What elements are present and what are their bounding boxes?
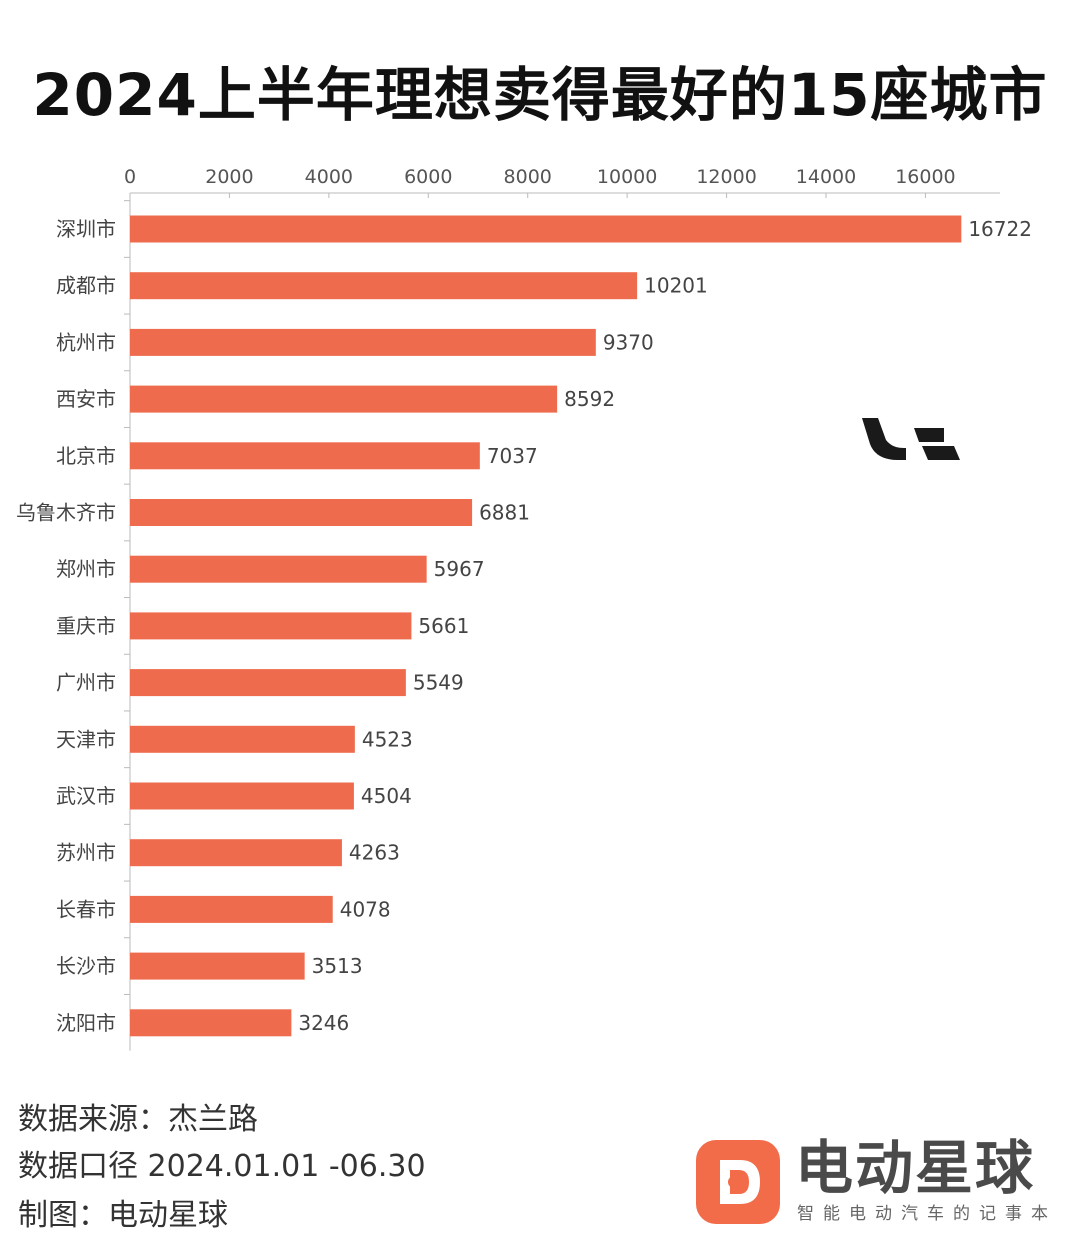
bar [130,272,638,300]
bar [130,555,427,583]
category-label: 长春市 [56,897,116,921]
bar [130,725,355,753]
data-label: 6881 [479,501,530,525]
x-tick-label: 16000 [895,166,955,188]
data-label: 8592 [564,387,615,411]
category-label: 深圳市 [56,217,116,241]
category-label: 长沙市 [56,954,116,978]
category-label: 西安市 [56,387,116,411]
li-auto-logo-icon [862,418,960,460]
category-label: 天津市 [56,727,116,751]
x-tick-label: 0 [124,166,136,188]
bar [130,499,473,526]
category-label: 苏州市 [56,841,116,865]
x-tick-label: 6000 [404,166,452,188]
x-tick-label: 10000 [597,166,657,188]
data-label: 5967 [434,557,485,581]
category-label: 郑州市 [56,557,116,581]
data-label: 16722 [968,217,1032,241]
data-label: 5661 [418,614,469,638]
bar [130,895,333,923]
data-label: 4263 [349,841,400,865]
chart-title: 2024上半年理想卖得最好的15座城市 [32,61,1048,129]
category-label: 武汉市 [56,784,116,808]
bar [130,215,962,243]
x-tick-label: 4000 [305,166,353,188]
category-label: 成都市 [56,274,116,298]
chart-maker: 制图：电动星球 [18,1198,228,1233]
bar [130,1009,292,1037]
data-label: 5549 [413,671,464,695]
bar [130,839,342,867]
x-tick-label: 8000 [504,166,552,188]
bar [130,669,406,697]
data-label: 3246 [298,1011,349,1035]
x-tick-label: 12000 [696,166,756,188]
data-label: 4504 [361,784,412,808]
x-tick-label: 14000 [796,166,856,188]
data-label: 10201 [644,274,708,298]
bar [130,952,305,980]
category-label: 广州市 [56,671,116,695]
bar-chart: 0 2000 4000 6000 8000 10000 12000 14000 16000 深圳市… [16,166,1032,1051]
category-label: 重庆市 [56,614,116,638]
category-label: 乌鲁木齐市 [16,501,116,525]
bar [130,328,596,356]
data-label: 7037 [487,444,538,468]
data-label: 9370 [603,330,654,354]
bar [130,385,558,413]
x-tick-label: 2000 [205,166,253,188]
category-label: 杭州市 [56,330,116,354]
brand-name: 电动星球 [795,1134,1036,1202]
bar [130,442,480,470]
data-period: 数据口径 2024.01.01 -06.30 [18,1149,426,1184]
bar [130,782,354,810]
category-label: 北京市 [56,444,116,468]
bar [130,612,412,640]
data-source: 数据来源：杰兰路 [18,1102,258,1137]
data-label: 4078 [340,897,391,921]
data-label: 3513 [312,954,363,978]
data-label: 4523 [362,727,413,751]
brand-d-logo-icon [696,1140,780,1224]
category-label: 沈阳市 [56,1011,116,1035]
brand-slogan: 智能电动汽车的记事本 [797,1204,1057,1224]
